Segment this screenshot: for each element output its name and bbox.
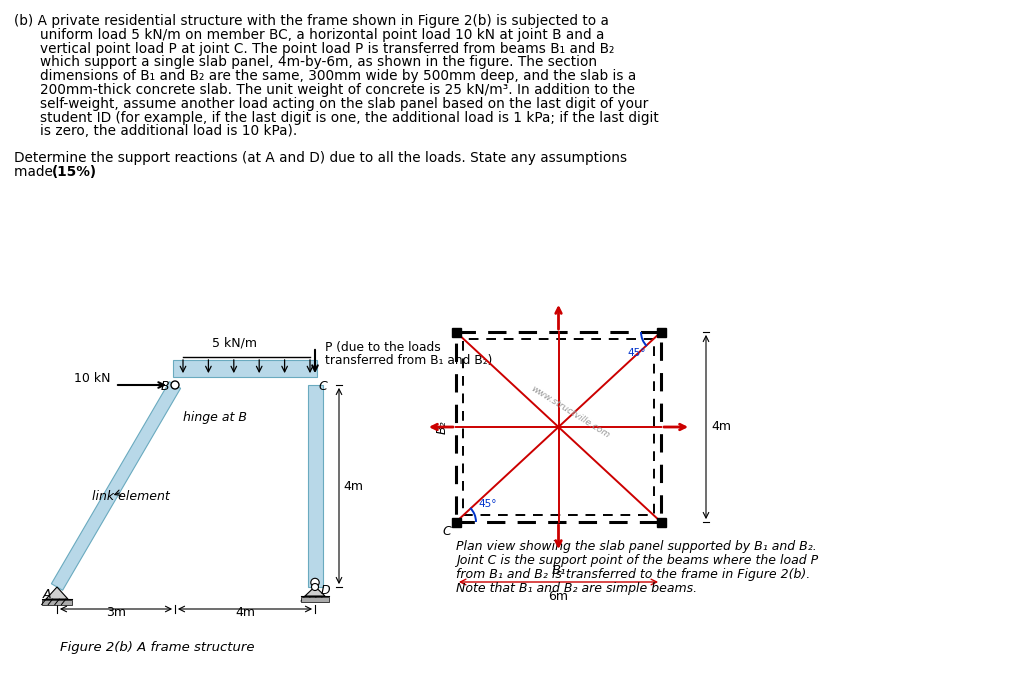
Text: which support a single slab panel, 4m-by-6m, as shown in the figure. The section: which support a single slab panel, 4m-by… [40, 55, 597, 70]
Text: 4m: 4m [711, 421, 731, 434]
Bar [463, 339, 654, 515]
Text: uniform load 5 kN/m on member BC, a horizontal point load 10 kN at joint B and a: uniform load 5 kN/m on member BC, a hori… [40, 28, 604, 42]
Text: Joint C is the support point of the beams where the load P: Joint C is the support point of the beam… [456, 554, 818, 567]
Text: self-weight, assume another load acting on the slab panel based on the last digi: self-weight, assume another load acting … [40, 97, 648, 111]
Text: Determine the support reactions (at A and D) due to all the loads. State any ass: Determine the support reactions (at A an… [14, 151, 627, 165]
Text: Plan view showing the slab panel supported by B₁ and B₂.: Plan view showing the slab panel support… [456, 540, 817, 553]
Text: A: A [43, 589, 51, 602]
Text: link element: link element [92, 490, 170, 503]
Circle shape [171, 381, 179, 389]
Text: made.: made. [14, 165, 61, 179]
Polygon shape [305, 587, 325, 596]
Text: B₁: B₁ [551, 564, 565, 577]
Text: www.structville.com: www.structville.com [529, 384, 611, 440]
Text: B: B [161, 380, 169, 393]
Bar [452, 328, 461, 337]
Polygon shape [51, 382, 180, 590]
Bar [42, 600, 73, 605]
Text: dimensions of B₁ and B₂ are the same, 300mm wide by 500mm deep, and the slab is : dimensions of B₁ and B₂ are the same, 30… [40, 69, 636, 83]
Text: from B₁ and B₂ is transferred to the frame in Figure 2(b).: from B₁ and B₂ is transferred to the fra… [456, 568, 810, 581]
Text: hinge at B: hinge at B [183, 410, 247, 423]
Text: 45°: 45° [478, 499, 497, 509]
Text: transferred from B₁ and B₂): transferred from B₁ and B₂) [325, 354, 493, 367]
Text: C: C [442, 525, 451, 538]
Bar [656, 518, 666, 527]
Bar [173, 360, 317, 377]
Text: 6m: 6m [549, 590, 568, 603]
Circle shape [311, 579, 319, 587]
Text: (15%): (15%) [52, 165, 97, 179]
Bar [456, 332, 662, 522]
Bar [656, 328, 666, 337]
Text: B₂: B₂ [435, 420, 449, 434]
Text: Note that B₁ and B₂ are simple beams.: Note that B₁ and B₂ are simple beams. [456, 582, 697, 595]
Text: 3m: 3m [106, 606, 126, 619]
Text: student ID (for example, if the last digit is one, the additional load is 1 kPa;: student ID (for example, if the last dig… [40, 111, 658, 124]
Polygon shape [46, 587, 68, 599]
Bar [452, 518, 461, 527]
Text: C: C [318, 380, 328, 393]
Bar [308, 385, 323, 587]
Text: 45°: 45° [627, 348, 645, 358]
Text: 10 kN: 10 kN [75, 372, 111, 385]
Text: P (due to the loads: P (due to the loads [325, 341, 440, 354]
Text: is zero, the additional load is 10 kPa).: is zero, the additional load is 10 kPa). [40, 124, 297, 139]
Bar [301, 597, 329, 602]
Text: D: D [321, 585, 330, 598]
Text: 4m: 4m [234, 606, 255, 619]
Text: Figure 2(b) A frame structure: Figure 2(b) A frame structure [60, 641, 255, 654]
Text: 200mm-thick concrete slab. The unit weight of concrete is 25 kN/m³. In addition : 200mm-thick concrete slab. The unit weig… [40, 83, 635, 97]
Text: vertical point load P at joint C. The point load P is transferred from beams B₁ : vertical point load P at joint C. The po… [40, 42, 614, 55]
Text: 4m: 4m [343, 479, 362, 492]
Circle shape [311, 583, 318, 591]
Text: (b) A private residential structure with the frame shown in Figure 2(b) is subje: (b) A private residential structure with… [14, 14, 609, 28]
Text: 5 kN/m: 5 kN/m [213, 336, 257, 349]
